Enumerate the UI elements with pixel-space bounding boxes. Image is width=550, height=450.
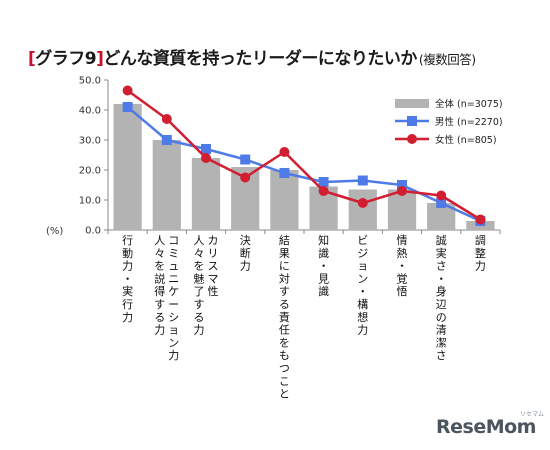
y-axis-unit-label: (%) [46,226,63,237]
data-point [279,147,290,157]
data-point [240,154,251,165]
x-tick-label: カリスマ性 [208,234,219,298]
data-point [122,102,133,112]
x-tick-label: 誠実さ・身辺の清潔さ [436,234,447,362]
female-line-series [122,85,486,225]
x-tick-label: 人々を魅了する力 [194,234,205,337]
bar [113,104,142,230]
data-point [240,172,251,183]
x-tick-label: 決断力 [240,234,251,273]
y-tick-label: 50.0 [79,76,101,87]
title-figure-number: グラフ9 [35,49,97,69]
data-point [318,186,329,196]
bar-series [113,104,495,230]
chart-title: [グラフ9]どんな資質を持ったリーダーになりたいか (複数回答) [28,44,476,69]
x-tick-label: 調整力 [475,233,486,273]
legend-label: 男性 (n=2270) [435,116,503,128]
data-point [279,168,290,178]
bar [348,189,377,230]
legend-swatch-bar [395,99,429,108]
x-tick-label: 情熱・覚悟 [397,234,408,298]
legend-label: 全体 (n=3075) [435,98,503,110]
data-point [357,175,368,186]
male-line-series [122,102,486,226]
bar [270,170,299,230]
resemom-logo-subtext: リセマム [520,411,545,418]
x-tick-label: ビジョン・構想力 [357,234,368,337]
legend-label: 女性 (n=805) [435,134,497,146]
y-tick-label: 0.0 [85,226,101,237]
data-point [201,144,211,154]
data-point [318,177,329,187]
axes: 0.0 10.0 20.0 30.0 40.0 50.0 (%) [46,76,501,237]
data-point [161,135,172,145]
title-bracket-open: [ [28,49,36,69]
y-tick-label: 30.0 [79,136,101,147]
data-point [436,190,447,201]
data-point [201,153,211,163]
x-tick-label: 知識・見識 [318,233,329,298]
resemom-logo: ReseMom [436,416,536,438]
data-point [436,198,447,208]
data-point [475,214,486,225]
title-subtext: (複数回答) [418,52,476,67]
series-line [126,89,482,221]
title-text: どんな資質を持ったリーダーになりたいか [103,49,417,69]
bar [191,158,221,230]
data-point [161,114,172,124]
bar [387,189,417,230]
data-point [397,180,407,190]
data-point [357,198,368,208]
legend-marker-circle [407,134,417,144]
data-point [397,186,407,196]
y-tick-label: 40.0 [79,106,101,117]
y-tick-label: 20.0 [79,166,101,177]
x-tick-label: 行動力・実行力 [122,234,133,324]
legend-marker-square [407,116,417,126]
data-point [122,85,133,96]
title-bracket-close: ] [96,49,104,69]
legend: 全体 (n=3075) 男性 (n=2270) 女性 (n=805) [395,98,503,146]
x-tick-label: 結果に対する責任をもつこと [279,233,290,401]
bar [152,140,181,230]
x-tick-label: 人々を説得する力 [154,234,165,337]
y-tick-label: 10.0 [79,196,101,207]
x-tick-label: コミュニケーション力 [168,234,179,362]
